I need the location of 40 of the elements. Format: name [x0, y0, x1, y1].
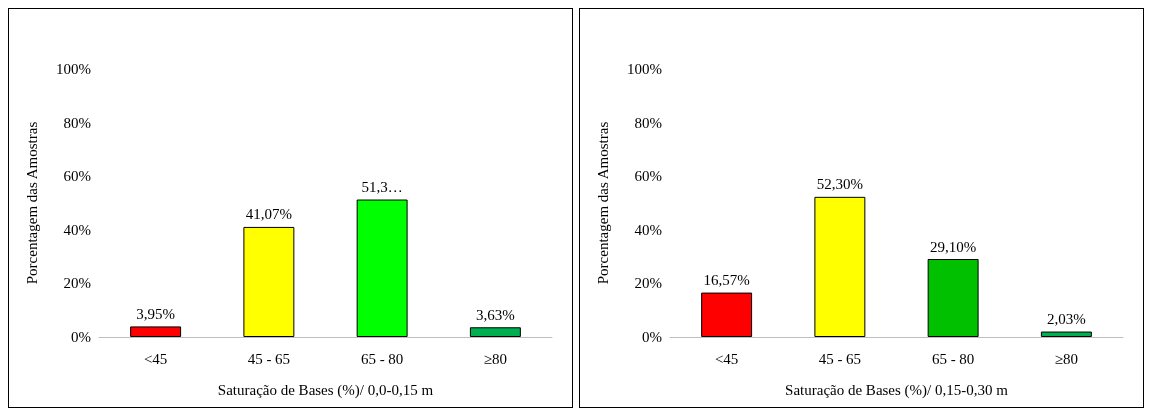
x-tick-label: ≥80 — [1054, 350, 1078, 367]
y-tick-label: 0% — [71, 329, 91, 345]
bar — [701, 292, 753, 337]
y-tick-label: 60% — [634, 168, 662, 185]
y-tick-label: 60% — [63, 168, 91, 185]
data-label: 2,03% — [1047, 311, 1086, 328]
x-tick-label: <45 — [714, 350, 739, 367]
x-tick-label: 65 - 80 — [931, 350, 975, 367]
bar — [469, 327, 521, 337]
bar — [130, 326, 182, 337]
data-label: 51,3… — [361, 179, 403, 196]
data-label: 29,10% — [930, 238, 977, 255]
data-label: 52,30% — [816, 176, 863, 193]
x-tick-label: 45 - 65 — [818, 350, 862, 367]
x-tick-label: <45 — [143, 350, 168, 367]
x-axis-title: Saturação de Bases (%)/ 0,15-0,30 m — [785, 381, 1009, 399]
y-tick-label: 40% — [63, 221, 91, 238]
y-tick-label: 20% — [634, 275, 662, 292]
data-label: 41,07% — [245, 206, 292, 223]
y-tick-label: 80% — [63, 114, 91, 131]
y-tick-label: 80% — [634, 114, 662, 131]
x-tick-label: 45 - 65 — [247, 350, 291, 367]
bar — [243, 226, 295, 337]
x-tick-label: ≥80 — [483, 350, 507, 367]
y-tick-label: 100% — [56, 61, 91, 77]
y-tick-label: 100% — [627, 61, 662, 77]
bar — [814, 196, 866, 337]
y-tick-label: 0% — [642, 329, 662, 345]
bar — [927, 259, 979, 337]
x-axis-title: Saturação de Bases (%)/ 0,0-0,15 m — [217, 381, 434, 399]
data-label: 3,95% — [136, 305, 175, 322]
y-axis-title: Porcentagem das Amostras — [23, 121, 40, 285]
y-tick-label: 40% — [634, 221, 662, 238]
data-label: 3,63% — [476, 306, 515, 323]
y-tick-label: 20% — [63, 275, 91, 292]
data-label: 16,57% — [703, 272, 750, 289]
y-axis-title: Porcentagem das Amostras — [594, 121, 611, 285]
bar — [356, 199, 408, 337]
x-tick-label: 65 - 80 — [360, 350, 404, 367]
bar — [1040, 331, 1092, 337]
